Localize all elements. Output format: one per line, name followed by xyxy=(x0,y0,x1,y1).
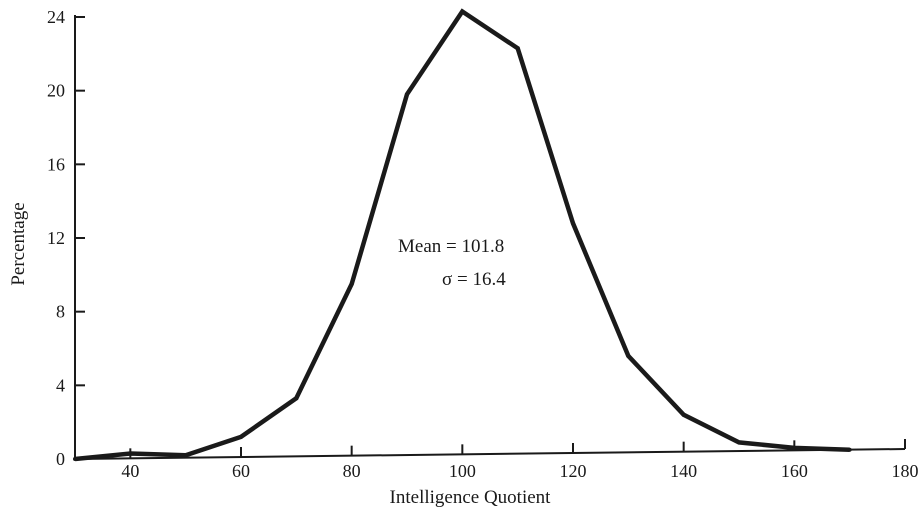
data-point xyxy=(792,445,797,450)
y-tick-label: 8 xyxy=(56,302,65,322)
data-point xyxy=(626,353,631,358)
y-tick-label: 0 xyxy=(56,449,65,469)
data-point xyxy=(294,396,299,401)
x-tick-label: 80 xyxy=(343,461,361,481)
y-axis-ticks: 0 4 8 12 16 20 24 xyxy=(47,7,85,469)
data-point xyxy=(405,92,409,97)
data-point xyxy=(515,46,520,51)
data-point xyxy=(460,9,465,14)
x-tick-label: 100 xyxy=(449,461,476,481)
y-tick-label: 20 xyxy=(47,81,65,101)
x-axis-ticks: 40 60 80 100 120 140 160 180 xyxy=(121,439,919,481)
x-tick-label: 60 xyxy=(232,461,250,481)
x-tick-label: 140 xyxy=(670,461,697,481)
sigma-annotation: σ = 16.4 xyxy=(442,269,506,290)
y-axis-title: Percentage xyxy=(8,202,29,285)
data-point xyxy=(681,412,686,417)
data-point xyxy=(239,434,243,439)
data-point xyxy=(73,457,77,461)
y-tick-label: 16 xyxy=(47,154,65,174)
x-axis-title: Intelligence Quotient xyxy=(390,487,552,508)
data-point xyxy=(847,447,852,452)
y-tick-label: 24 xyxy=(47,7,65,27)
mean-annotation: Mean = 101.8 xyxy=(398,236,504,257)
data-point xyxy=(737,440,741,445)
x-tick-label: 120 xyxy=(560,461,587,481)
y-tick-label: 12 xyxy=(47,228,65,248)
x-tick-label: 160 xyxy=(781,461,808,481)
data-point xyxy=(128,451,133,456)
data-point xyxy=(349,282,354,287)
x-axis-line xyxy=(74,448,906,460)
data-point xyxy=(571,221,575,226)
y-tick-label: 4 xyxy=(56,375,65,395)
x-tick-label: 40 xyxy=(121,461,139,481)
x-tick-label: 180 xyxy=(892,461,919,481)
data-point xyxy=(183,453,188,458)
